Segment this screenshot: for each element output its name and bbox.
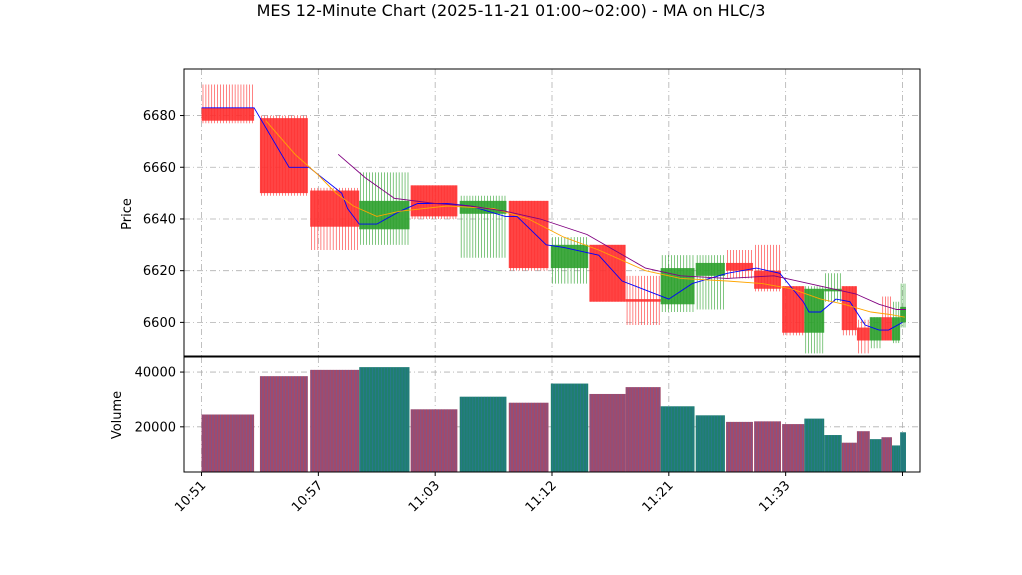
volume-bar: [660, 406, 695, 472]
price-tick-label: 6660: [143, 161, 176, 176]
candle-body: [508, 200, 549, 269]
volume-bar: [625, 387, 661, 472]
x-tick-label: 11:33: [756, 478, 793, 515]
candle-body: [824, 288, 842, 292]
volume-bar-body: [459, 396, 507, 472]
volume-bar: [695, 415, 725, 472]
candle: [869, 317, 882, 349]
volume-bar: [310, 369, 360, 472]
candle-body: [625, 299, 661, 302]
volume-bar: [589, 393, 626, 472]
candle: [841, 286, 857, 336]
candle: [508, 200, 549, 271]
volume-bar-body: [550, 383, 589, 472]
candle-body: [754, 270, 781, 289]
volume-bar: [508, 402, 549, 472]
volume-bar-body: [201, 414, 255, 472]
candle-body: [726, 262, 753, 271]
price-candles: [201, 84, 906, 354]
candle-body: [410, 185, 458, 217]
volume-bar-body: [310, 369, 360, 472]
volume-bar: [881, 437, 892, 472]
x-tick-label: 11:03: [406, 478, 443, 515]
price-axis-label: Price: [120, 198, 135, 230]
candle-body: [856, 327, 870, 341]
moving-average-line: [337, 153, 906, 310]
price-panel-frame: [183, 68, 921, 357]
x-tick-label: 11:21: [640, 478, 677, 515]
candle-body: [900, 306, 906, 323]
candle: [359, 172, 410, 245]
volume-bar-body: [625, 387, 661, 472]
volume-bar-body: [856, 431, 870, 472]
volume-bar: [201, 414, 255, 472]
moving-average-line: [265, 120, 905, 318]
candle-body: [310, 190, 360, 227]
volume-bars: [201, 367, 906, 472]
volume-y-ticks: 20000 40000: [135, 366, 184, 435]
volume-axis-label: Volume: [110, 391, 125, 439]
volume-bar: [726, 421, 753, 472]
x-tick-label: 11:12: [523, 478, 560, 515]
volume-bar: [869, 439, 882, 472]
candle-body: [841, 286, 857, 331]
candle: [410, 185, 458, 219]
volume-tick-label: 20000: [135, 420, 176, 435]
x-tick-label: 10:57: [289, 478, 326, 515]
price-tick-label: 6620: [143, 264, 176, 279]
volume-bar-body: [259, 376, 308, 472]
price-tick-label: 6640: [143, 212, 176, 227]
candle: [459, 195, 507, 258]
volume-bar: [259, 376, 308, 472]
price-y-ticks: 6600 6620 6640 6660 6680: [143, 109, 184, 331]
chart-title: MES 12-Minute Chart (2025-11-21 01:00~02…: [257, 1, 766, 20]
volume-bar: [359, 367, 410, 472]
volume-bar-body: [589, 393, 626, 472]
candle: [695, 255, 725, 310]
price-tick-label: 6600: [143, 316, 176, 331]
volume-bar: [459, 396, 507, 472]
candle: [259, 115, 308, 196]
candle-body: [695, 262, 725, 276]
volume-bar: [550, 383, 589, 472]
candle: [660, 255, 695, 313]
volume-bar-body: [410, 409, 458, 472]
candle-body: [881, 317, 892, 341]
candle-body: [201, 107, 255, 121]
volume-bar: [754, 421, 781, 472]
volume-bar-body: [824, 435, 842, 472]
candle: [310, 187, 360, 250]
volume-bar: [782, 424, 805, 472]
volume-tick-label: 40000: [135, 366, 176, 381]
volume-bar: [824, 435, 842, 472]
candle: [891, 301, 901, 344]
candle: [856, 319, 870, 354]
volume-bar-body: [695, 415, 725, 472]
volume-bar-body: [881, 437, 892, 472]
volume-bar: [856, 431, 870, 472]
price-tick-label: 6680: [143, 109, 176, 124]
volume-bar: [410, 409, 458, 472]
candle-body: [459, 200, 507, 214]
candle: [201, 84, 255, 124]
volume-bar: [804, 418, 825, 472]
candle-body: [891, 317, 901, 341]
moving-average-lines: [201, 107, 906, 331]
candle-body: [782, 286, 805, 333]
candle: [782, 286, 805, 336]
volume-bar: [841, 442, 857, 472]
x-tick-label: 10:51: [172, 478, 209, 515]
candle: [900, 283, 906, 328]
candle-body: [660, 268, 695, 305]
candle: [881, 296, 892, 341]
candle: [625, 275, 661, 325]
candle-body: [804, 288, 825, 333]
candle: [726, 249, 753, 279]
volume-bar: [900, 432, 906, 472]
volume-bar: [891, 445, 901, 472]
x-axis-ticks: 10:51 10:57 11:03 11:12 11:21 11:33: [172, 472, 903, 515]
candle: [804, 286, 825, 354]
volume-bar-body: [869, 439, 882, 472]
